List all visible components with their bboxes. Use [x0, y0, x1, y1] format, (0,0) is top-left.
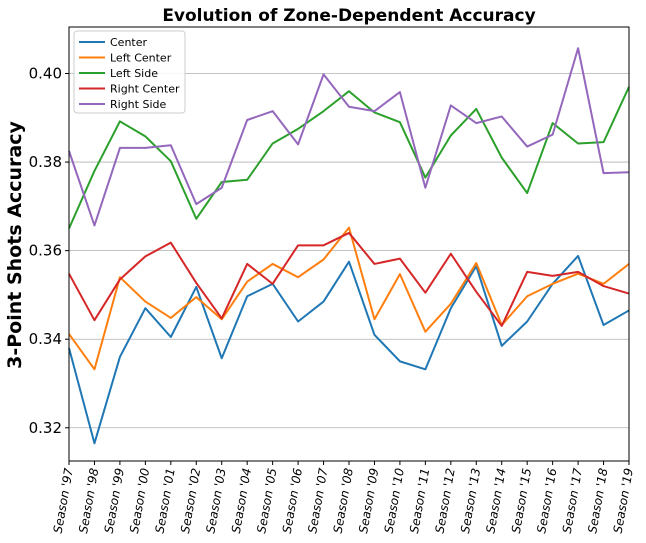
y-tick-label: 0.40 — [29, 65, 62, 83]
y-axis-ticks: 0.32 0.34 0.36 0.38 0.40 — [29, 65, 69, 437]
y-tick-label: 0.34 — [29, 330, 62, 348]
series-line-right-side — [68, 47, 630, 227]
series-line-center — [68, 254, 630, 445]
y-axis-label: 3-Point Shots Accuracy — [4, 121, 26, 369]
series-line-right-center — [68, 231, 630, 327]
legend-label: Left Center — [110, 52, 172, 65]
y-tick-label: 0.38 — [29, 153, 62, 171]
legend-label: Right Center — [110, 83, 180, 96]
y-tick-label: 0.32 — [29, 419, 62, 437]
gridlines — [69, 73, 629, 429]
series-line-left-side — [68, 86, 630, 229]
x-axis-ticks: Season '97 Season '98 Season '99 Season '00… — [51, 461, 636, 534]
legend-box — [73, 30, 186, 114]
legend-label: Left Side — [110, 67, 158, 80]
chart-title: Evolution of Zone-Dependent Accuracy — [162, 6, 535, 26]
legend: Center Left Center Left Side Right Center Ri… — [73, 30, 186, 114]
legend-label: Center — [110, 36, 148, 49]
series-line-left-center — [68, 226, 630, 371]
legend-label: Right Side — [110, 98, 166, 111]
y-tick-label: 0.36 — [29, 242, 62, 260]
series-lines — [68, 47, 630, 445]
